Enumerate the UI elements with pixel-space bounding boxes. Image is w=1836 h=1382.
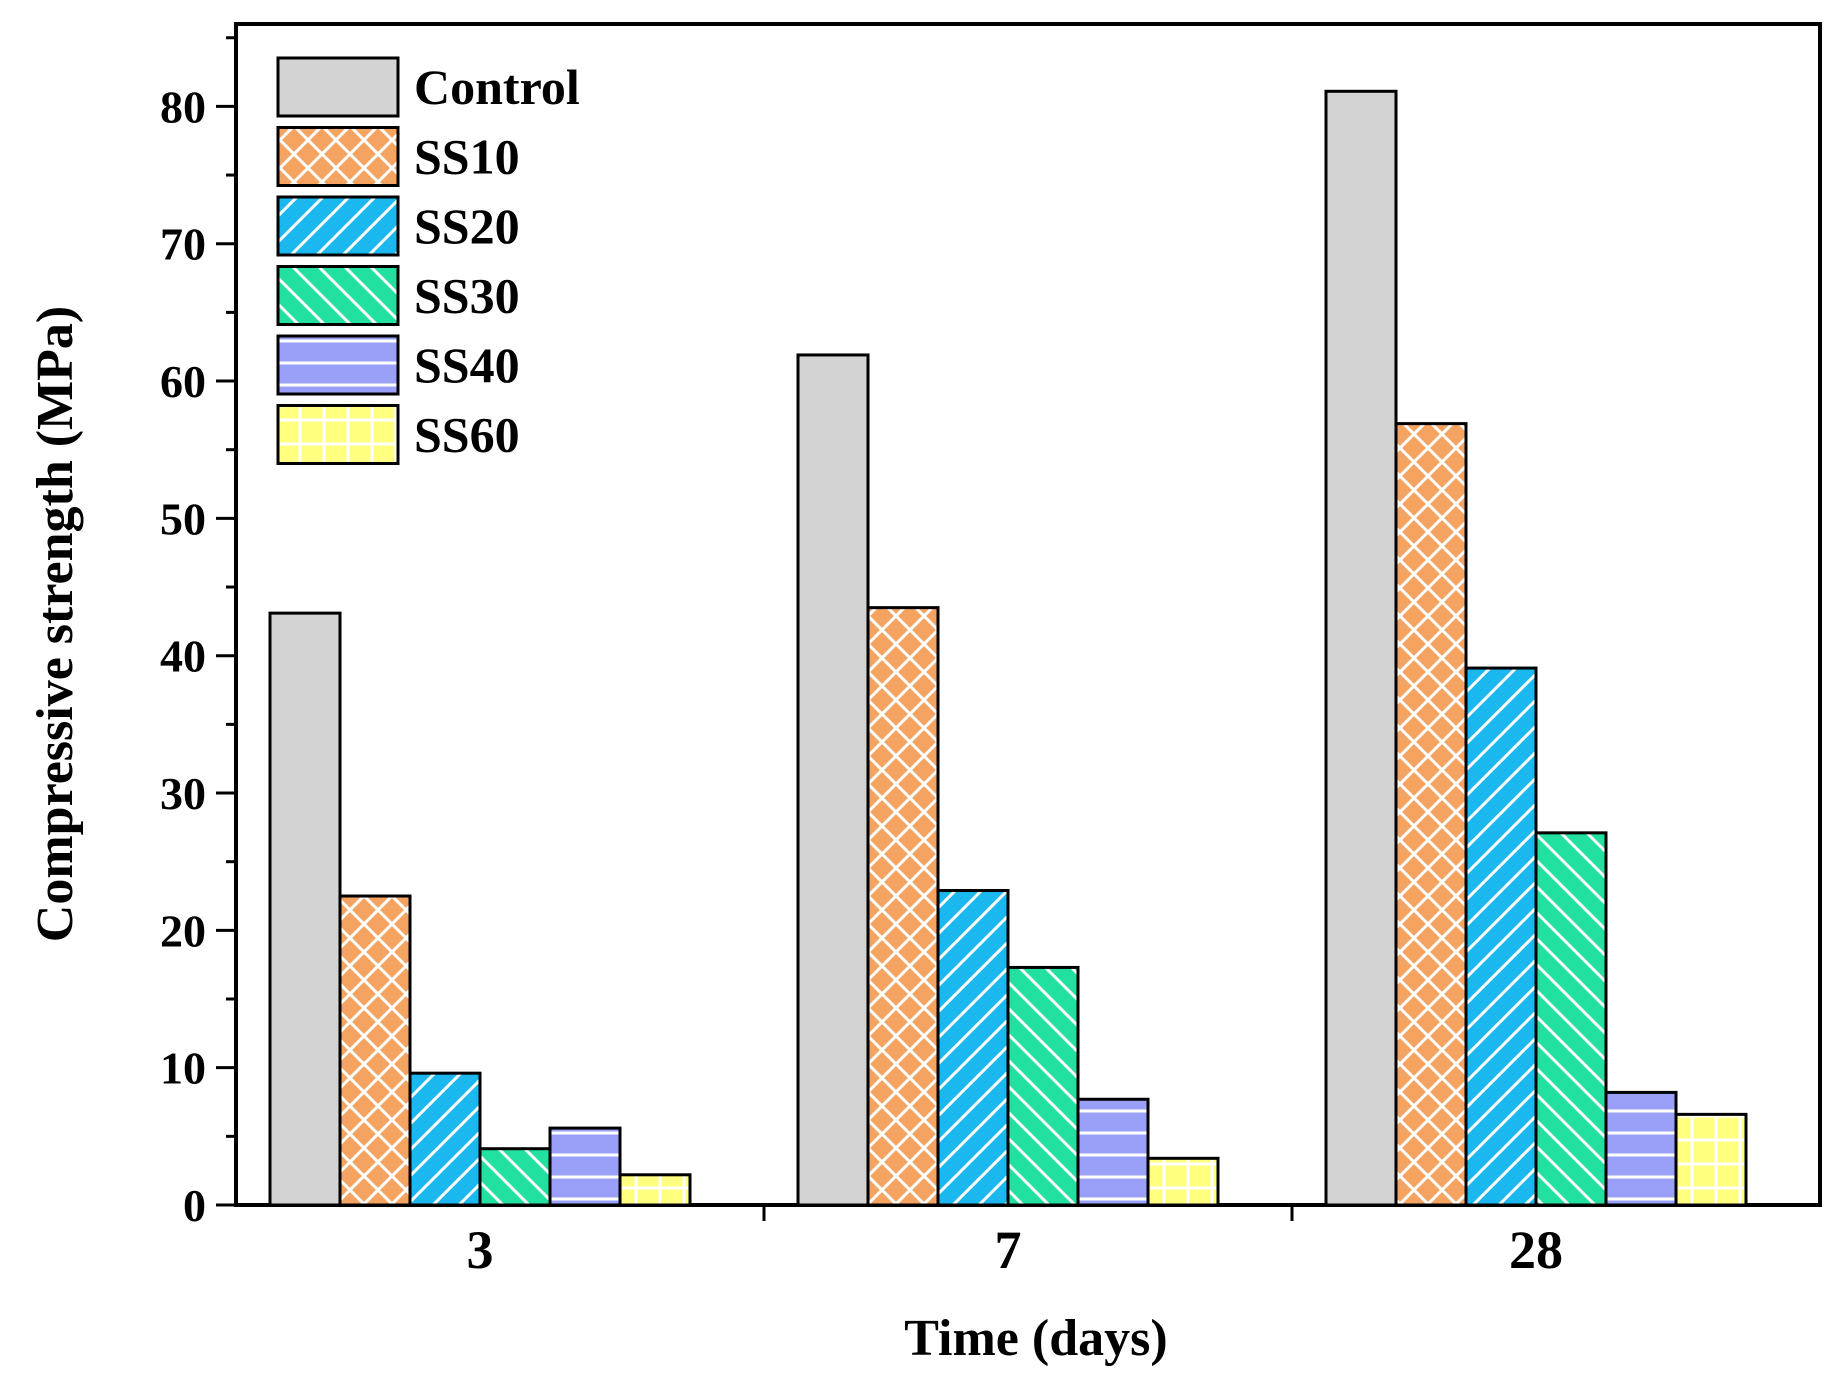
- y-tick-label: 20: [160, 905, 206, 956]
- legend-swatch-control: [278, 58, 398, 116]
- y-tick-label: 60: [160, 356, 206, 407]
- bar-outline: [1146, 1156, 1220, 1207]
- legend-swatch-outline: [276, 56, 400, 118]
- bar-pattern: [410, 1073, 480, 1205]
- legend-label-control: Control: [414, 59, 580, 115]
- bar-outline: [548, 1126, 622, 1207]
- legend-swatch-pattern: [278, 336, 398, 394]
- x-axis-title: Time (days): [904, 1310, 1167, 1367]
- legend-swatch-pattern: [278, 197, 398, 255]
- x-tick-label: 3: [467, 1220, 494, 1280]
- x-tick-label: 7: [995, 1220, 1022, 1280]
- bar-pattern: [1008, 967, 1078, 1205]
- legend-swatch-pattern: [278, 405, 398, 464]
- y-tick-label: 40: [160, 631, 206, 682]
- legend-swatch-outline: [276, 195, 400, 257]
- legend-swatch-outline: [276, 265, 400, 326]
- y-tick-label: 80: [160, 81, 206, 132]
- bar-pattern: [1148, 1158, 1218, 1205]
- legend-label-ss20: SS20: [414, 198, 520, 254]
- y-axis-title: Compressive strength (MPa): [27, 306, 84, 942]
- bar-outline: [1534, 831, 1608, 1207]
- x-tick-label: 28: [1509, 1220, 1563, 1280]
- bar-outline: [408, 1071, 482, 1207]
- bar-pattern: [1606, 1092, 1676, 1205]
- y-tick-label: 30: [160, 768, 206, 819]
- legend: Control SS10 SS20 SS30 SS40 SS60: [276, 56, 580, 465]
- y-tick-label: 0: [183, 1180, 206, 1231]
- legend-swatch-outline: [276, 334, 400, 396]
- bar-pattern: [1676, 1114, 1746, 1205]
- bar-group: [268, 89, 1748, 1207]
- bar-control-28: [1326, 91, 1396, 1205]
- y-axis: 0 10 20 30 40 50 60 70 80: [160, 36, 236, 1231]
- legend-swatch-pattern: [278, 127, 398, 186]
- bar-pattern: [340, 896, 410, 1205]
- bar-outline: [618, 1173, 692, 1207]
- x-axis: 3 7 28: [467, 1205, 1563, 1280]
- bar-pattern: [1078, 1099, 1148, 1205]
- legend-label-ss40: SS40: [414, 337, 520, 393]
- bar-pattern: [480, 1148, 550, 1205]
- y-tick-label: 50: [160, 493, 206, 544]
- bar-control-7: [798, 354, 868, 1205]
- bar-outline: [1076, 1097, 1150, 1207]
- bar-pattern: [1536, 832, 1606, 1205]
- legend-label-ss30: SS30: [414, 268, 520, 324]
- y-tick-label: 10: [160, 1043, 206, 1094]
- legend-label-ss10: SS10: [414, 129, 520, 185]
- legend-swatch-outline: [276, 404, 400, 465]
- legend-swatch-pattern: [278, 266, 398, 325]
- legend-label-ss60: SS60: [414, 407, 520, 463]
- bar-pattern: [1466, 668, 1536, 1205]
- bar-pattern: [868, 607, 938, 1205]
- bar-outline: [338, 894, 412, 1207]
- y-tick-label: 70: [160, 219, 206, 270]
- legend-swatch-outline: [276, 126, 400, 187]
- bar-outline: [1674, 1112, 1748, 1207]
- bar-pattern: [1396, 423, 1466, 1205]
- bar-control-3: [270, 613, 340, 1205]
- bar-pattern: [620, 1174, 690, 1205]
- bar-outline: [1006, 965, 1080, 1207]
- bar-pattern: [550, 1128, 620, 1205]
- bar-pattern: [938, 890, 1008, 1205]
